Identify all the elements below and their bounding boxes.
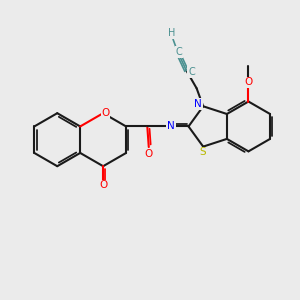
Text: O: O (244, 77, 253, 87)
Text: O: O (101, 108, 110, 118)
Text: N: N (167, 122, 175, 131)
Text: O: O (99, 180, 107, 190)
Text: O: O (144, 148, 152, 158)
Text: S: S (199, 148, 206, 158)
Text: N: N (194, 99, 202, 109)
Text: C: C (176, 47, 182, 57)
Text: H: H (168, 28, 175, 38)
Text: C: C (188, 67, 195, 77)
